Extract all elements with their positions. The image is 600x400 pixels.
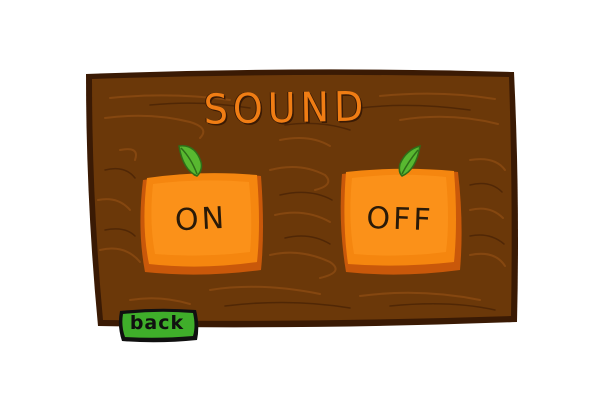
leaf-icon xyxy=(178,145,203,177)
back-button[interactable]: back xyxy=(116,306,202,346)
leaf-icon xyxy=(398,144,421,177)
sound-on-button[interactable]: ON xyxy=(137,140,265,278)
sound-on-label: ON xyxy=(174,200,228,239)
sound-off-button[interactable]: OFF xyxy=(336,144,464,278)
sound-off-label: OFF xyxy=(365,200,435,239)
back-label: back xyxy=(129,312,185,334)
sound-title: SOUND xyxy=(203,82,369,134)
